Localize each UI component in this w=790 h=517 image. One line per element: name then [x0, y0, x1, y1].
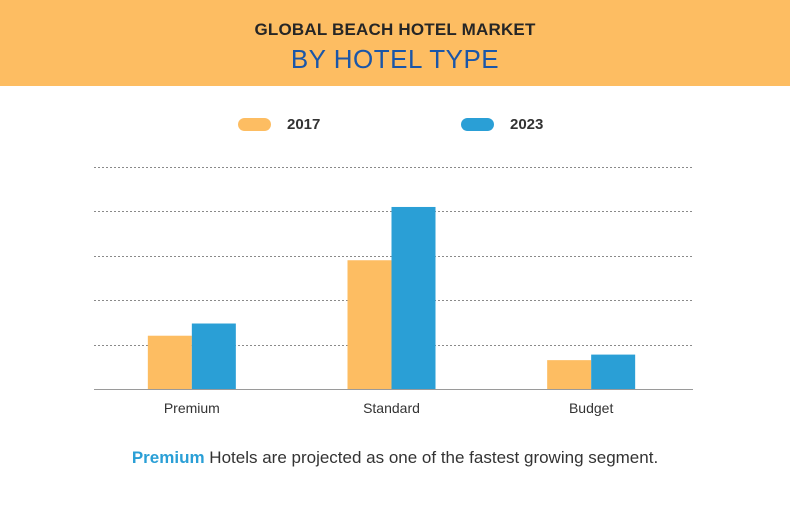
chart-title: GLOBAL BEACH HOTEL MARKET: [254, 20, 536, 39]
bar-standard-2023: [391, 206, 436, 389]
x-tick-label-premium: Premium: [164, 400, 220, 416]
legend-item-2017: 2017: [238, 113, 320, 135]
bar-budget-2023: [591, 354, 636, 389]
footnote: Premium Hotels are projected as one of t…: [0, 448, 790, 468]
legend-swatch-2023: [461, 117, 494, 131]
footnote-highlight: Premium: [131, 448, 205, 467]
title-banner: GLOBAL BEACH HOTEL MARKET BY HOTEL TYPE: [0, 0, 790, 86]
legend-swatch-2017: [238, 117, 271, 131]
bar-budget-2017: [547, 360, 592, 389]
legend-label-2023: 2023: [510, 115, 544, 133]
legend-label-2017: 2017: [287, 115, 321, 133]
bar-standard-2017: [347, 260, 392, 389]
bar-premium-2023: [191, 323, 236, 389]
bar-chart: Premium Standard Budget: [94, 167, 693, 416]
footnote-text: Hotels are projected as one of the faste…: [204, 448, 659, 467]
x-tick-label-budget: Budget: [569, 400, 613, 416]
bar-premium-2017: [147, 335, 192, 389]
chart-subtitle: BY HOTEL TYPE: [290, 44, 500, 74]
legend-item-2023: 2023: [461, 113, 543, 135]
x-tick-label-standard: Standard: [363, 400, 420, 416]
